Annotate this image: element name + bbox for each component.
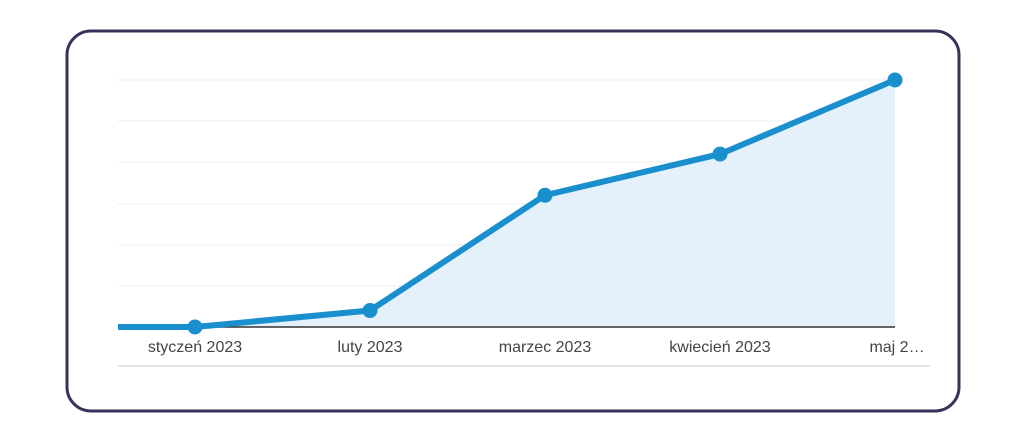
x-tick-label: marzec 2023 bbox=[499, 339, 592, 356]
area-fill bbox=[118, 80, 895, 327]
point bbox=[712, 146, 728, 162]
point bbox=[537, 187, 553, 203]
x-tick-label: maj 2… bbox=[869, 339, 924, 356]
x-tick-label: styczeń 2023 bbox=[148, 339, 242, 356]
point bbox=[187, 319, 203, 335]
x-tick-label: luty 2023 bbox=[338, 339, 403, 356]
point bbox=[887, 72, 903, 88]
point bbox=[362, 303, 378, 319]
x-tick-label: kwiecień 2023 bbox=[669, 339, 771, 356]
